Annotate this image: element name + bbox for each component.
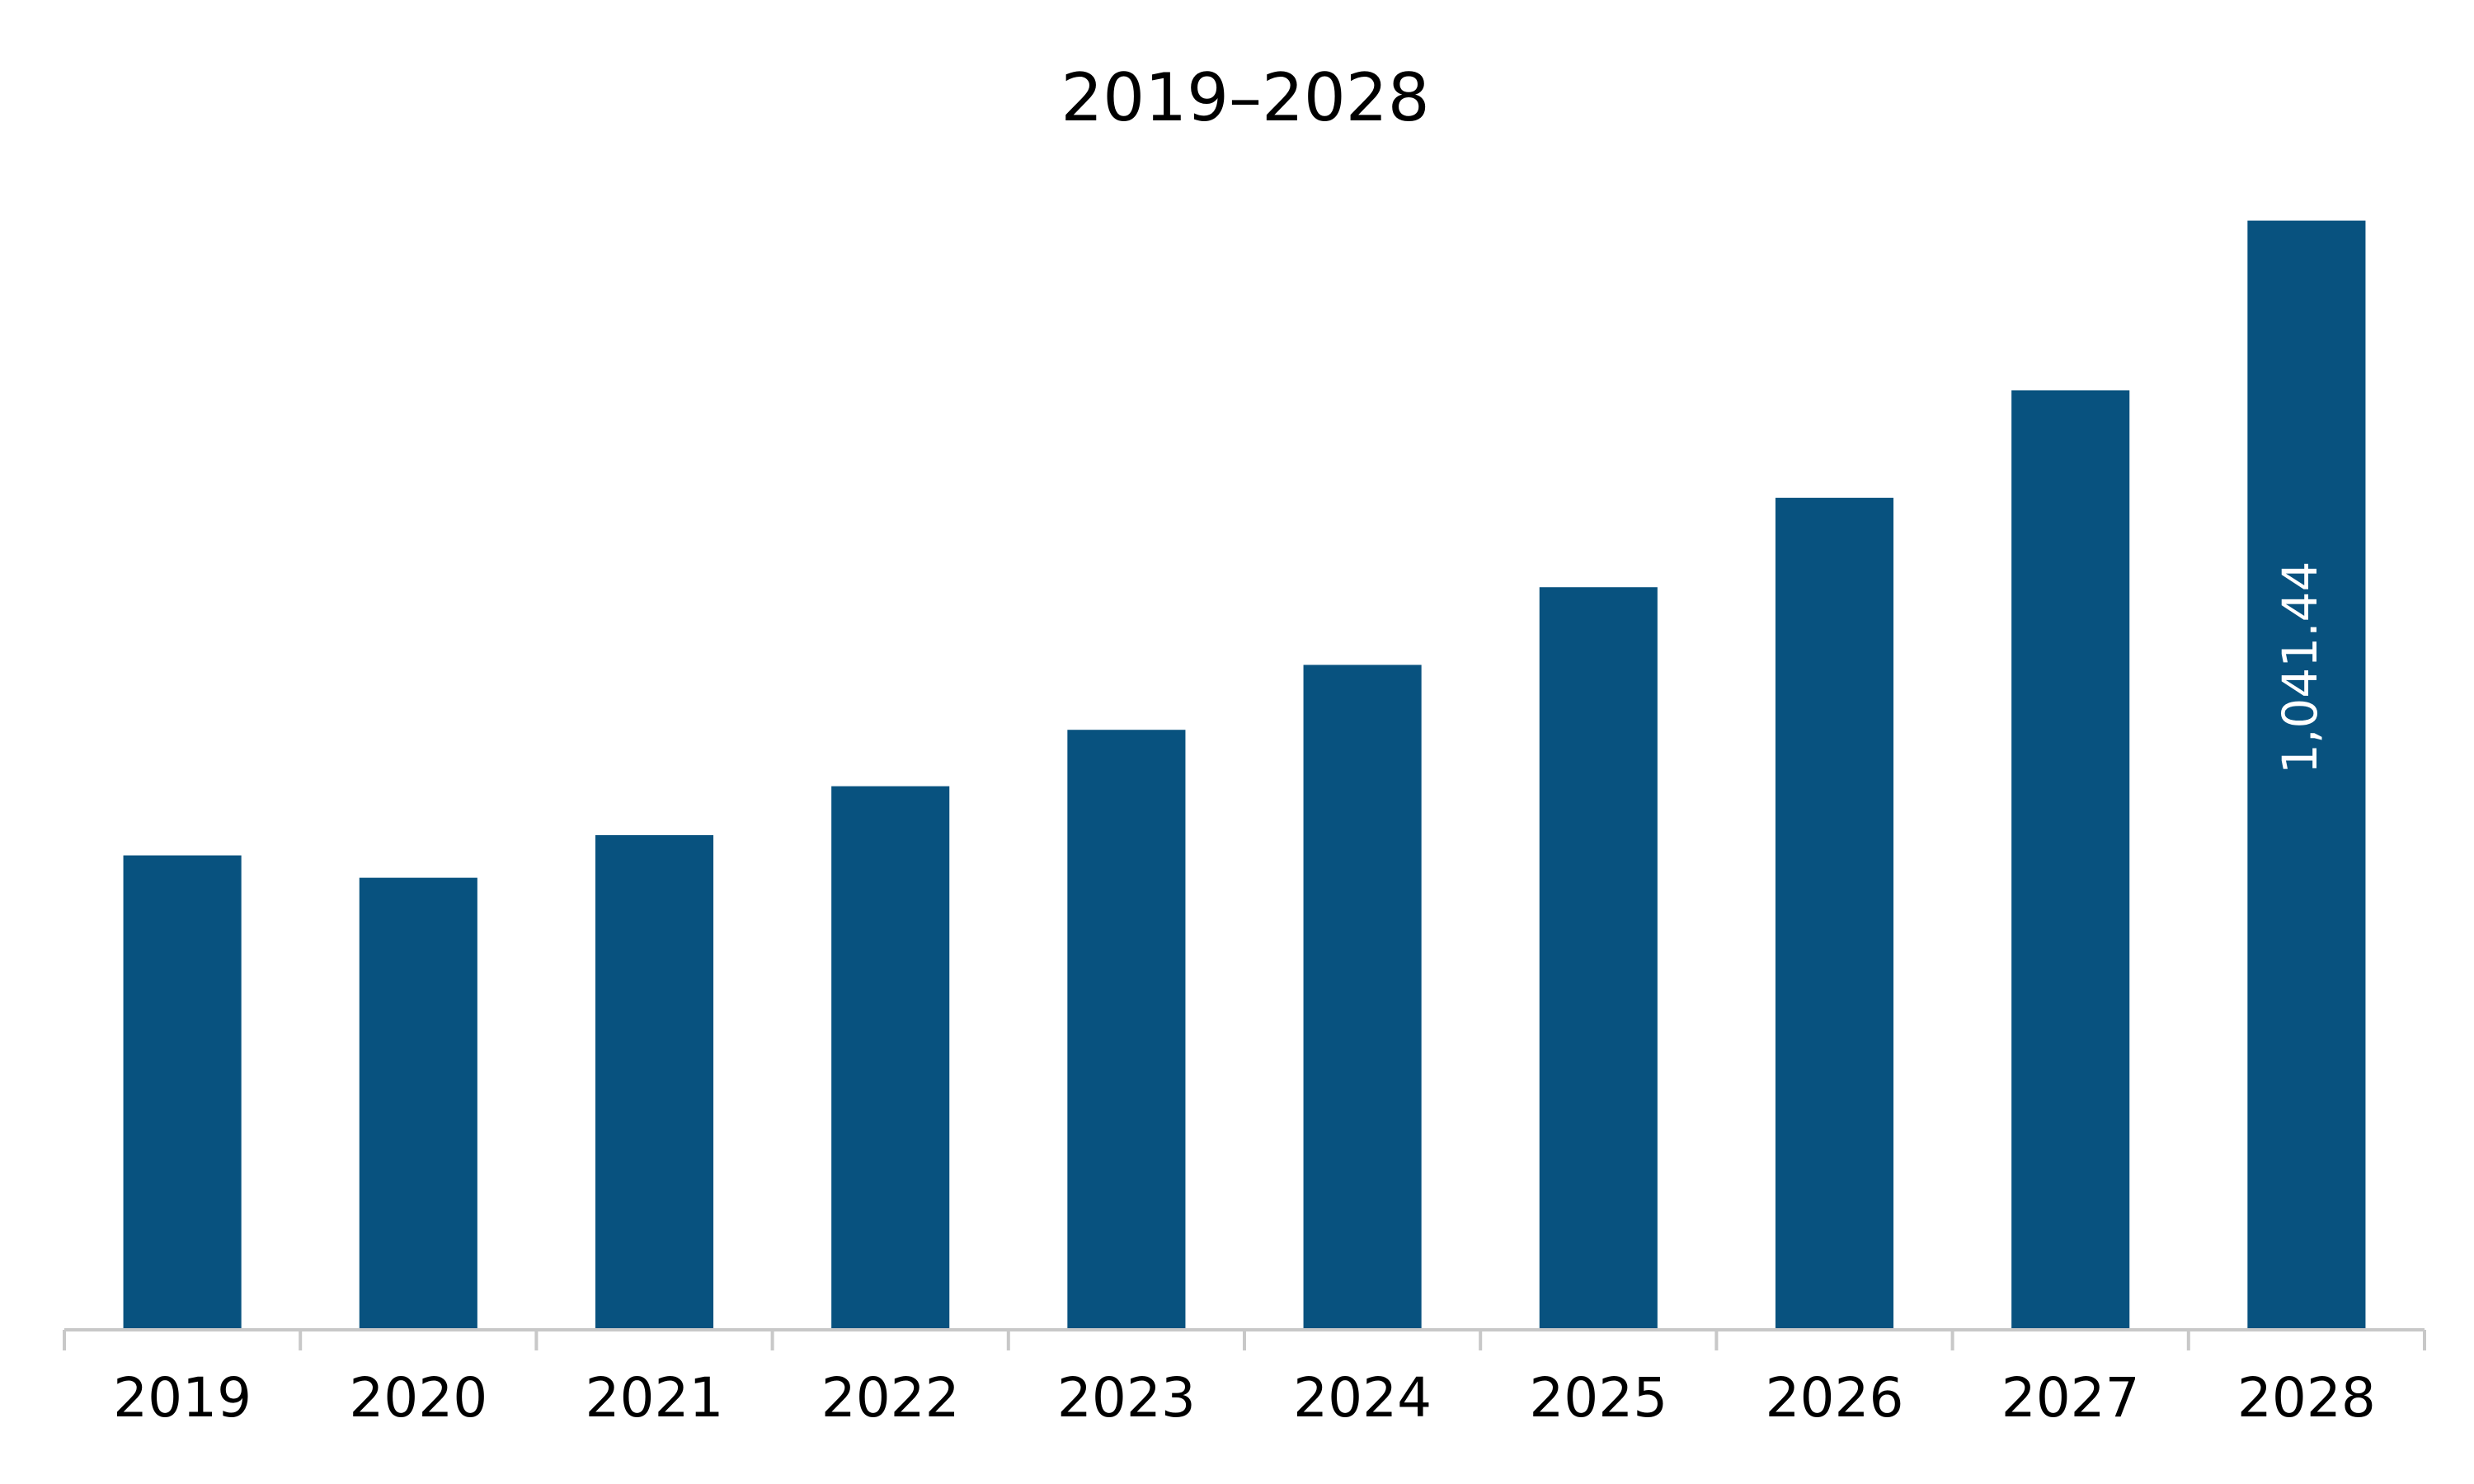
bar-2028 — [2247, 220, 2366, 1329]
bar-2022 — [831, 786, 950, 1329]
tick-label-2021: 2021 — [586, 1366, 724, 1430]
tick-label-2022: 2022 — [821, 1366, 960, 1430]
tick-label-2026: 2026 — [1766, 1366, 1904, 1430]
tick-label-2019: 2019 — [113, 1366, 252, 1430]
data-label-2028: 1,041.44 — [2272, 561, 2328, 774]
chart-title: 2019–2028 — [1061, 59, 1429, 136]
tick-label-2025: 2025 — [1529, 1366, 1667, 1430]
bar-2020 — [359, 877, 477, 1329]
tick-label-2020: 2020 — [349, 1366, 487, 1430]
tick-label-2027: 2027 — [2001, 1366, 2140, 1430]
tick-label-2028: 2028 — [2237, 1366, 2376, 1430]
bar-2023 — [1067, 730, 1186, 1329]
bar-2025 — [1539, 587, 1658, 1329]
bars-group — [123, 220, 2366, 1329]
tick-label-2024: 2024 — [1293, 1366, 1432, 1430]
x-axis-tick-labels: 2019 2020 2021 2022 2023 2024 2025 2026 2027 2028 — [113, 1366, 2376, 1430]
bar-2026 — [1775, 497, 1894, 1329]
x-axis — [63, 1328, 2426, 1350]
tick-label-2023: 2023 — [1057, 1366, 1196, 1430]
bar-2027 — [2011, 390, 2130, 1329]
bar-2021 — [595, 835, 714, 1329]
bar-2019 — [123, 855, 242, 1329]
data-labels: 1,041.44 — [2272, 561, 2328, 774]
bar-2024 — [1303, 665, 1422, 1329]
